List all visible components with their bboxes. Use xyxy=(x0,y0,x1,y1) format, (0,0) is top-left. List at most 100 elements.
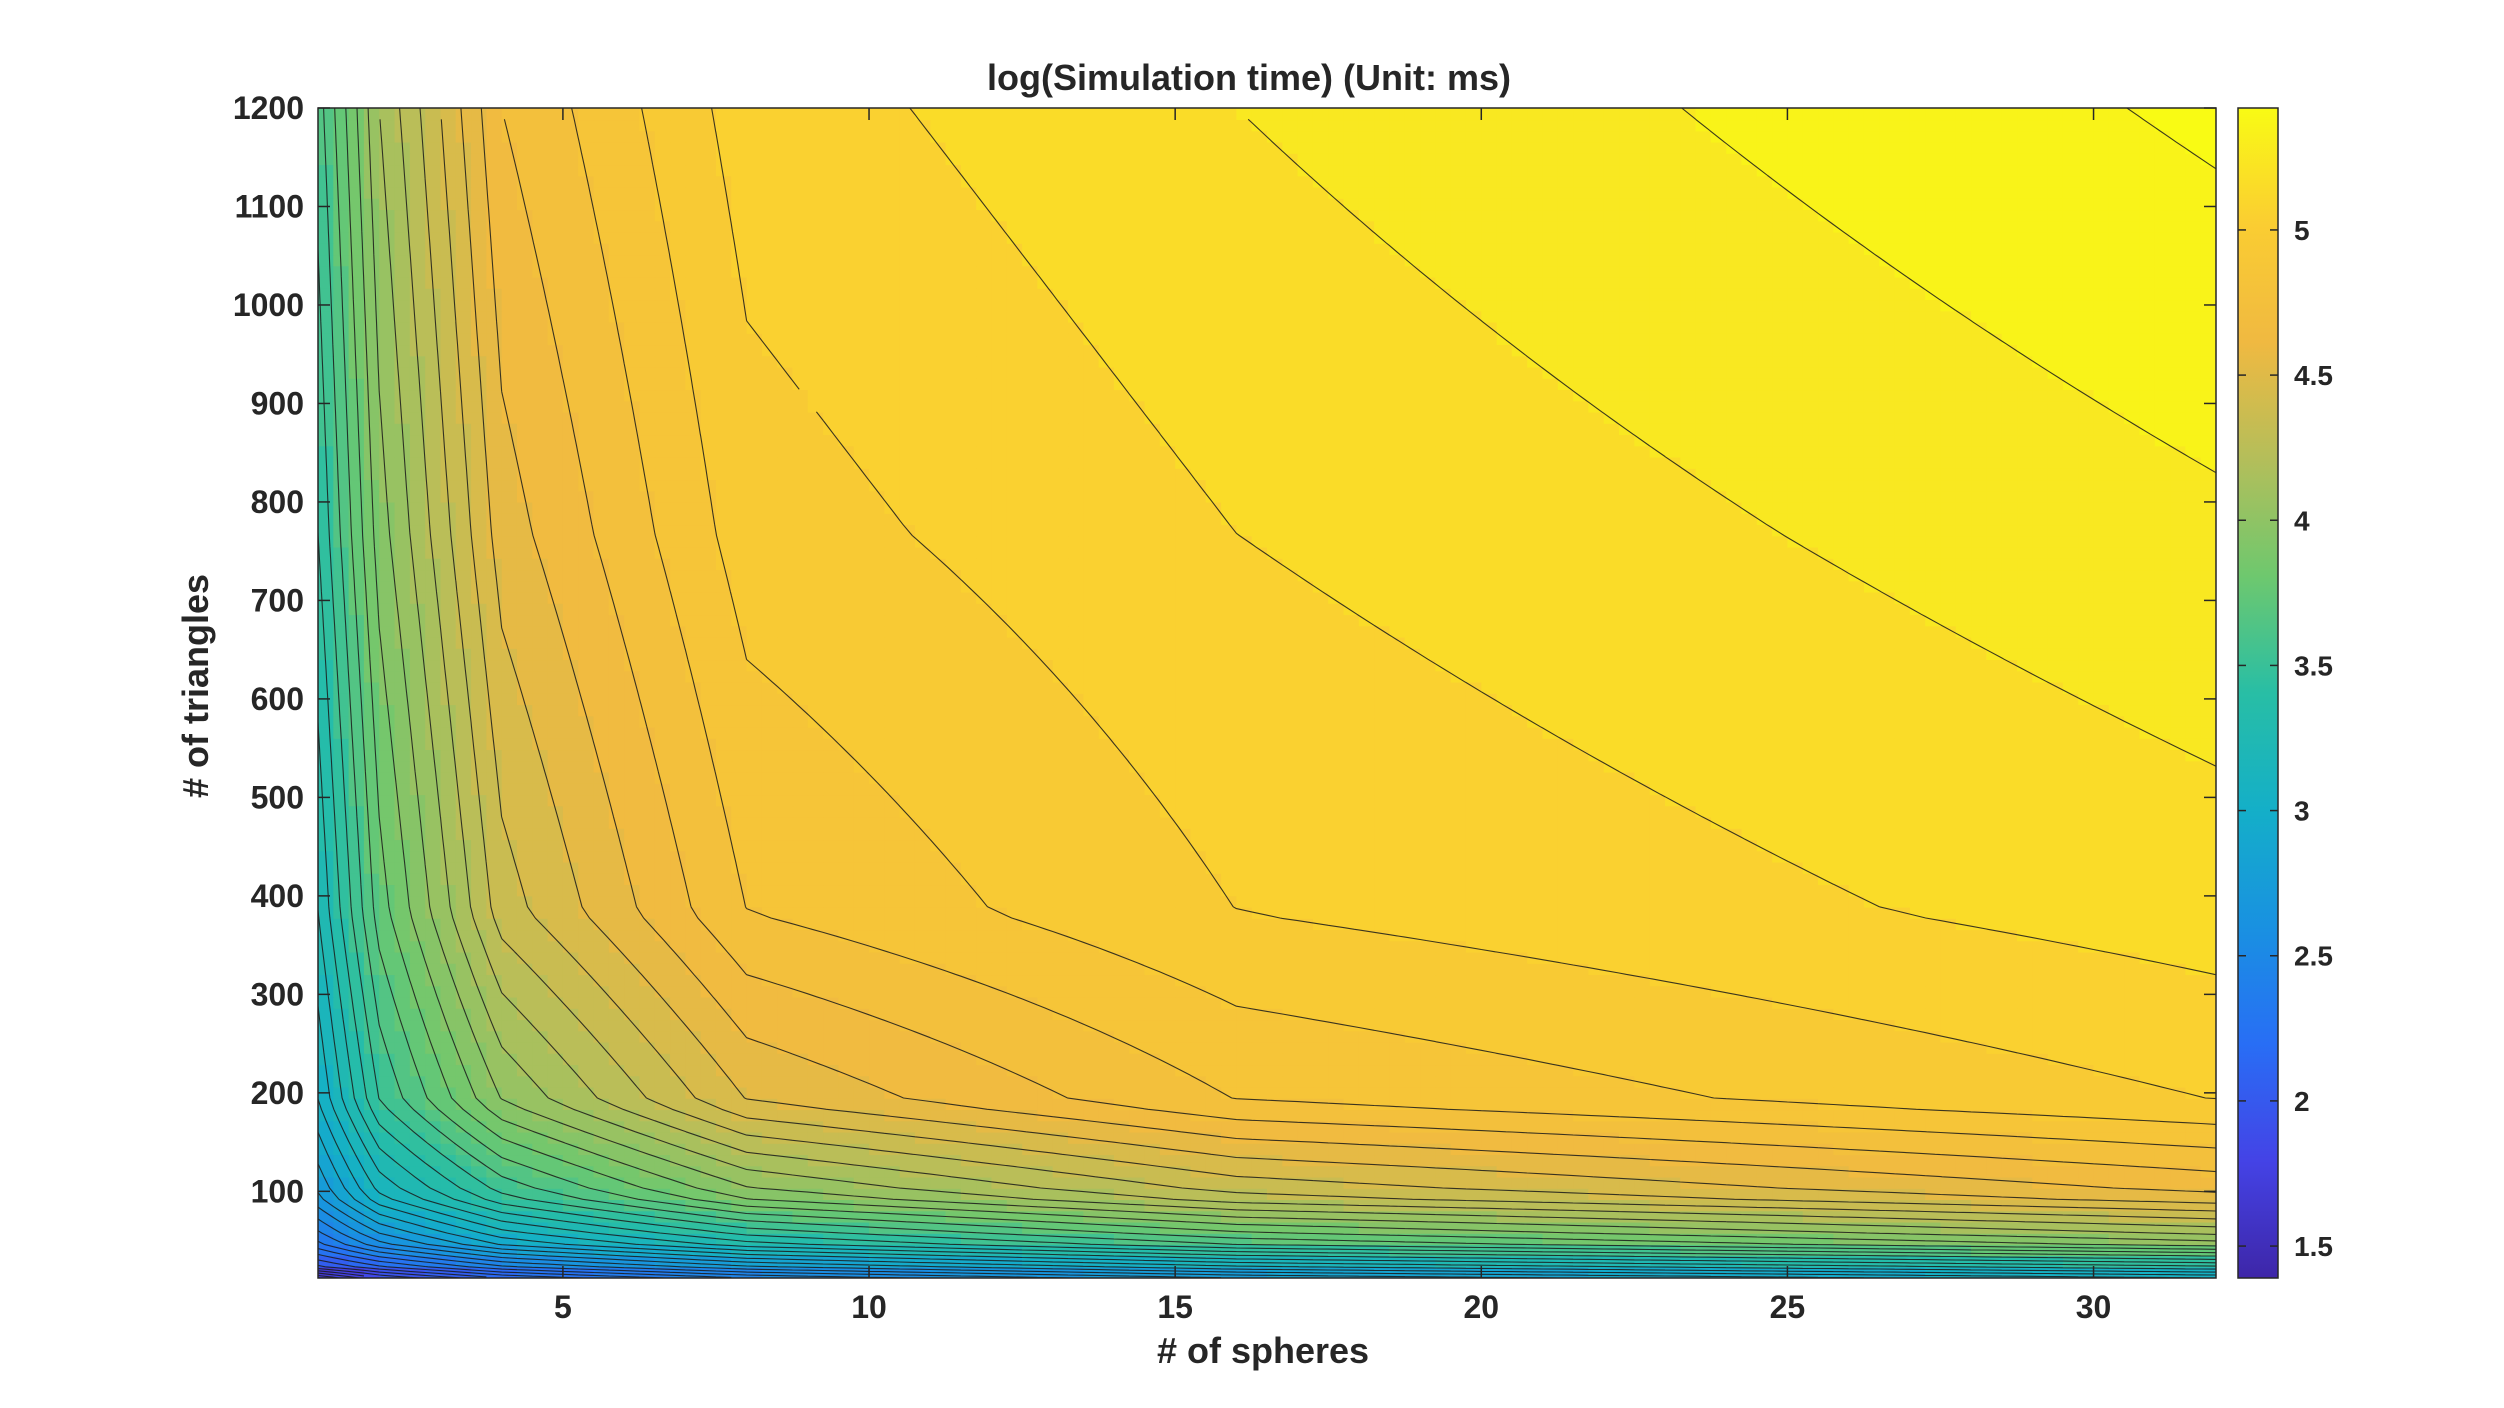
contour-cell xyxy=(1420,907,1436,919)
contour-cell xyxy=(1833,1154,1849,1166)
contour-cell xyxy=(747,1188,763,1200)
contour-cell xyxy=(2002,1064,2018,1076)
contour-cell xyxy=(884,986,900,998)
contour-cell xyxy=(1650,862,1666,874)
contour-cell xyxy=(2170,1019,2186,1031)
contour-cell xyxy=(1864,1211,1880,1223)
contour-cell xyxy=(1083,851,1099,863)
contour-cell xyxy=(1389,896,1405,908)
contour-cell xyxy=(2078,1109,2094,1121)
contour-cell xyxy=(1420,896,1436,908)
contour-cell xyxy=(1405,839,1421,851)
contour-cell xyxy=(1145,1177,1161,1189)
contour-cell xyxy=(1145,884,1161,896)
contour-cell xyxy=(1895,941,1911,953)
contour-cell xyxy=(1925,1109,1941,1121)
contour-cell xyxy=(1298,1031,1314,1043)
contour-cell xyxy=(1389,1053,1405,1065)
contour-cell xyxy=(1604,929,1620,941)
contour-cell xyxy=(685,952,701,964)
contour-cell xyxy=(318,1154,334,1166)
contour-cell xyxy=(2017,974,2033,986)
contour-cell xyxy=(2017,1211,2033,1223)
contour-cell xyxy=(991,1087,1007,1099)
contour-cell xyxy=(548,986,564,998)
contour-cell xyxy=(532,997,548,1009)
contour-cell xyxy=(2063,918,2079,930)
contour-cell xyxy=(1742,1053,1758,1065)
contour-cell xyxy=(1895,1211,1911,1223)
contour-cell xyxy=(1083,1008,1099,1020)
contour-cell xyxy=(1527,963,1543,975)
contour-cell xyxy=(502,1064,518,1076)
contour-cell xyxy=(2094,1188,2110,1200)
contour-cell xyxy=(2139,884,2155,896)
contour-cell xyxy=(594,1256,610,1268)
contour-cell xyxy=(900,1199,916,1211)
contour-cell xyxy=(548,1042,564,1054)
contour-cell xyxy=(884,1121,900,1133)
contour-cell xyxy=(349,974,365,986)
contour-cell xyxy=(1328,997,1344,1009)
contour-cell xyxy=(1787,851,1803,863)
contour-cell xyxy=(808,828,824,840)
contour-cell xyxy=(2139,1098,2155,1110)
contour-cell xyxy=(1696,929,1712,941)
contour-cell xyxy=(594,918,610,930)
contour-cell xyxy=(548,1053,564,1065)
contour-cell xyxy=(1190,1098,1206,1110)
contour-cell xyxy=(1588,1222,1604,1234)
contour-cell xyxy=(731,997,747,1009)
contour-cell xyxy=(1007,1019,1023,1031)
contour-cell xyxy=(1512,963,1528,975)
contour-cell xyxy=(716,1087,732,1099)
contour-cell xyxy=(2078,918,2094,930)
contour-cell xyxy=(1650,896,1666,908)
contour-cell xyxy=(716,929,732,941)
contour-cell xyxy=(1634,896,1650,908)
contour-cell xyxy=(2048,918,2064,930)
contour-cell xyxy=(655,1087,671,1099)
contour-cell xyxy=(1083,1076,1099,1088)
contour-cell xyxy=(1313,1188,1329,1200)
contour-cell xyxy=(1451,1166,1467,1178)
contour-cell xyxy=(1619,1098,1635,1110)
contour-cell xyxy=(1053,986,1069,998)
contour-cell xyxy=(1451,851,1467,863)
contour-cell xyxy=(1451,873,1467,885)
contour-cell xyxy=(930,1177,946,1189)
contour-cell xyxy=(1389,1076,1405,1088)
contour-cell xyxy=(1650,963,1666,975)
contour-cell xyxy=(1298,1199,1314,1211)
contour-cell xyxy=(471,1053,487,1065)
contour-cell xyxy=(1650,907,1666,919)
contour-cell xyxy=(701,941,717,953)
contour-cell xyxy=(1435,986,1451,998)
contour-cell xyxy=(1267,1031,1283,1043)
contour-cell xyxy=(609,1256,625,1268)
contour-cell xyxy=(2124,1087,2140,1099)
contour-cell xyxy=(946,952,962,964)
contour-cell xyxy=(532,1244,548,1256)
contour-cell xyxy=(1665,1121,1681,1133)
contour-cell xyxy=(1313,1109,1329,1121)
contour-cell xyxy=(1114,1256,1130,1268)
contour-cell xyxy=(900,1064,916,1076)
contour-cell xyxy=(1849,896,1865,908)
contour-cell xyxy=(1068,896,1084,908)
contour-cell xyxy=(563,851,579,863)
contour-cell xyxy=(1022,974,1038,986)
contour-cell xyxy=(1083,1031,1099,1043)
contour-cell xyxy=(1114,828,1130,840)
contour-cell xyxy=(1252,1087,1268,1099)
contour-cell xyxy=(395,851,411,863)
contour-cell xyxy=(946,1166,962,1178)
contour-cell xyxy=(1190,1076,1206,1088)
contour-cell xyxy=(915,952,931,964)
contour-cell xyxy=(1527,1244,1543,1256)
contour-cell xyxy=(1022,941,1038,953)
contour-cell xyxy=(1619,1222,1635,1234)
contour-cell xyxy=(1512,929,1528,941)
contour-cell xyxy=(1803,997,1819,1009)
contour-cell xyxy=(1650,839,1666,851)
